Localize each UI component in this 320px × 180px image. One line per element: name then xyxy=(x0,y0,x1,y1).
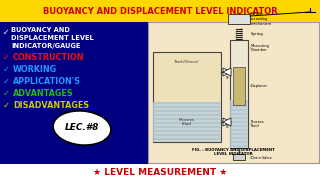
Polygon shape xyxy=(223,68,231,76)
Text: CONSTRUCTION: CONSTRUCTION xyxy=(13,53,84,62)
Bar xyxy=(148,22,319,163)
Text: ✓: ✓ xyxy=(3,77,10,86)
Bar xyxy=(153,52,221,142)
Polygon shape xyxy=(223,68,231,76)
Bar xyxy=(0,164,320,180)
Text: Spring: Spring xyxy=(251,32,264,36)
Text: Process
Fluid: Process Fluid xyxy=(179,118,195,127)
Text: Displacer: Displacer xyxy=(251,84,268,88)
Bar xyxy=(153,102,221,142)
Bar xyxy=(0,0,320,22)
Bar xyxy=(233,154,245,160)
Text: ★ LEVEL MEASUREMENT ★: ★ LEVEL MEASUREMENT ★ xyxy=(93,168,227,177)
Text: Process
Fluid: Process Fluid xyxy=(251,120,265,128)
Text: ✓: ✓ xyxy=(3,89,10,98)
Polygon shape xyxy=(223,118,231,126)
Bar xyxy=(230,100,248,148)
Bar xyxy=(228,14,250,24)
Text: Tank/Vessel: Tank/Vessel xyxy=(174,60,200,64)
Text: TV: TV xyxy=(225,75,229,80)
Ellipse shape xyxy=(53,111,111,145)
Text: Measuring
Chamber: Measuring Chamber xyxy=(251,44,270,52)
Bar xyxy=(233,67,245,105)
Text: ADVANTAGES: ADVANTAGES xyxy=(13,89,74,98)
Text: APPLICATION'S: APPLICATION'S xyxy=(13,77,81,86)
Text: BUOYANCY AND
DISPLACEMENT LEVEL
INDICATOR/GAUGE: BUOYANCY AND DISPLACEMENT LEVEL INDICATO… xyxy=(11,27,94,48)
Text: Drain Valve: Drain Valve xyxy=(251,156,272,160)
Text: WORKING: WORKING xyxy=(13,65,57,74)
Text: ✓: ✓ xyxy=(3,101,10,110)
Text: ✓: ✓ xyxy=(3,65,10,74)
Text: BUOYANCY AND DISPLACEMENT LEVEL INDICATOR: BUOYANCY AND DISPLACEMENT LEVEL INDICATO… xyxy=(43,6,277,15)
Text: LEC.#8: LEC.#8 xyxy=(65,123,99,132)
Bar xyxy=(230,40,248,148)
Text: ✓: ✓ xyxy=(3,28,9,37)
Polygon shape xyxy=(223,118,231,126)
Text: ✓: ✓ xyxy=(3,53,10,62)
Text: DISADVANTAGES: DISADVANTAGES xyxy=(13,101,89,110)
Text: TV: TV xyxy=(225,125,229,129)
Text: FIG. : BUOYANCY AND DISPLACEMENT
LEVEL INDICATOR: FIG. : BUOYANCY AND DISPLACEMENT LEVEL I… xyxy=(192,148,275,156)
Text: Weight
recording
mechanism: Weight recording mechanism xyxy=(251,12,272,26)
